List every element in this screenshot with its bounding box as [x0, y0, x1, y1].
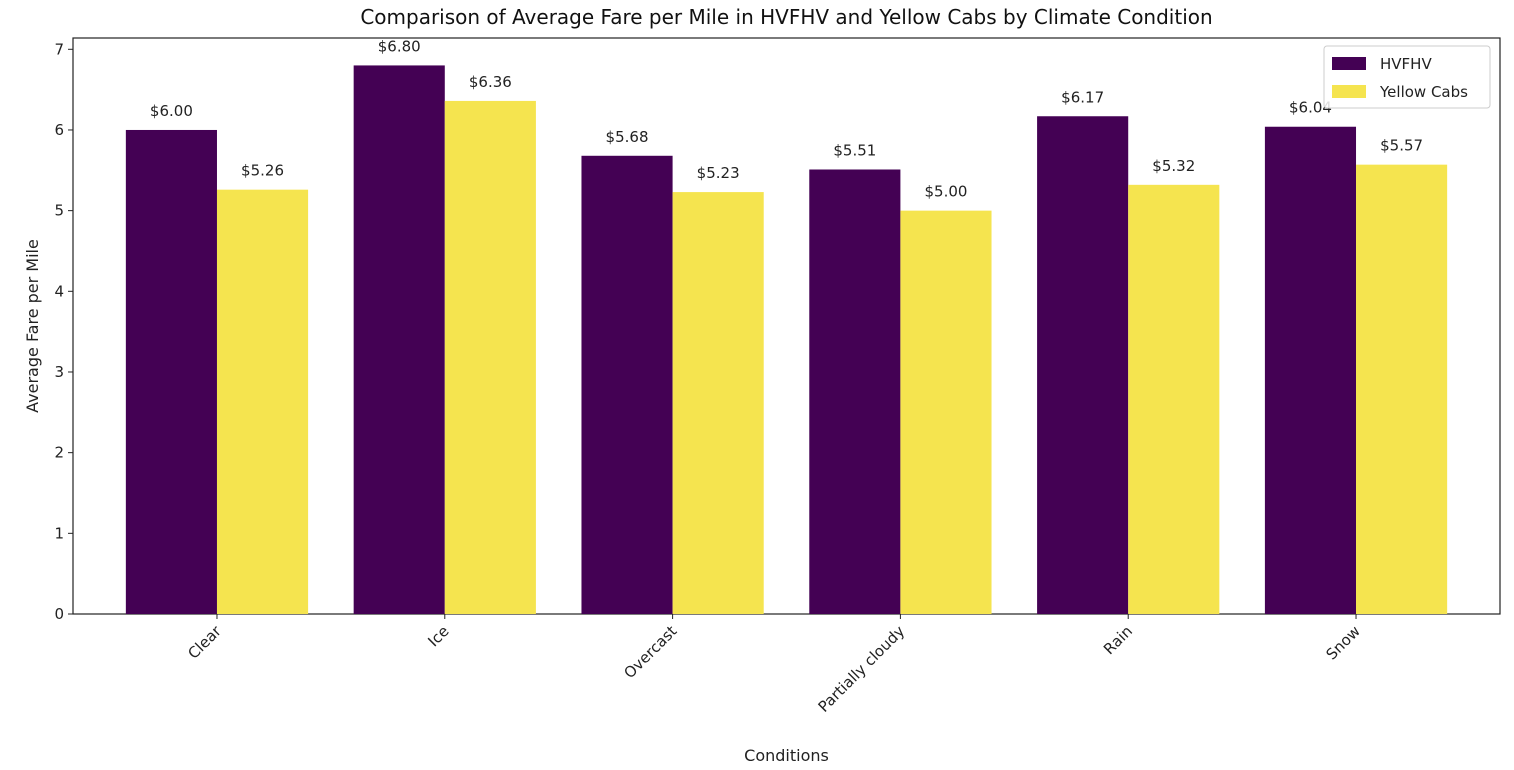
value-label-yellow-cabs-snow: $5.57	[1380, 137, 1423, 155]
bar-yellow-cabs-partially-cloudy	[900, 210, 992, 614]
bar-yellow-cabs-rain	[1128, 184, 1220, 614]
y-tick-label: 4	[54, 282, 64, 300]
x-tick-label-clear: Clear	[184, 622, 225, 663]
x-tick-label-snow: Snow	[1322, 622, 1363, 663]
legend: HVFHV Yellow Cabs	[1323, 45, 1491, 109]
value-label-yellow-cabs-clear: $5.26	[241, 162, 284, 180]
x-tick-label-overcast: Overcast	[620, 622, 680, 682]
y-axis: 0 1 2 3 4 5 6 7	[54, 40, 73, 623]
bar-hvfhv-partially-cloudy	[809, 169, 901, 615]
value-label-hvfhv-ice: $6.80	[378, 37, 421, 55]
bars-layer	[125, 65, 1448, 615]
y-tick-label: 5	[54, 202, 64, 220]
y-tick-label: 0	[54, 605, 64, 623]
bar-hvfhv-rain	[1037, 116, 1129, 614]
value-label-hvfhv-snow: $6.04	[1289, 99, 1332, 117]
value-label-hvfhv-clear: $6.00	[150, 102, 193, 120]
x-tick-label-ice: Ice	[424, 622, 452, 650]
x-axis-label: Conditions	[744, 746, 829, 765]
legend-swatch-yellow-cabs	[1332, 85, 1366, 98]
bar-hvfhv-snow	[1264, 126, 1357, 614]
x-axis: Clear Ice Overcast Partially cloudy Rain Snow	[184, 614, 1364, 716]
bar-hvfhv-overcast	[581, 155, 673, 615]
bar-yellow-cabs-clear	[216, 189, 309, 614]
bar-hvfhv-clear	[125, 129, 217, 615]
x-tick-label-partially-cloudy: Partially cloudy	[815, 622, 909, 716]
y-tick-label: 6	[54, 121, 64, 139]
value-label-yellow-cabs-rain: $5.32	[1152, 157, 1195, 175]
x-tick-label-rain: Rain	[1100, 622, 1136, 658]
y-tick-label: 2	[54, 444, 64, 462]
value-label-yellow-cabs-overcast: $5.23	[697, 164, 740, 182]
legend-swatch-hvfhv	[1332, 57, 1366, 70]
value-label-hvfhv-partially-cloudy: $5.51	[833, 141, 876, 159]
bar-hvfhv-ice	[353, 65, 445, 614]
value-label-hvfhv-overcast: $5.68	[606, 128, 649, 146]
value-label-hvfhv-rain: $6.17	[1061, 88, 1104, 106]
y-tick-label: 7	[54, 40, 64, 58]
bar-yellow-cabs-overcast	[672, 192, 764, 614]
plot-area: $6.00 $5.26 $6.80 $6.36 $5.68 $5.23 $5.51 $5.00…	[72, 37, 1501, 615]
bar-yellow-cabs-snow	[1356, 164, 1448, 614]
legend-label-hvfhv: HVFHV	[1380, 55, 1432, 73]
y-axis-label: Average Fare per Mile	[23, 239, 42, 413]
chart-title: Comparison of Average Fare per Mile in H…	[360, 5, 1212, 29]
bar-yellow-cabs-ice	[444, 100, 536, 614]
bar-value-labels: $6.00 $5.26 $6.80 $6.36 $5.68 $5.23 $5.51 $5.00…	[150, 37, 1423, 200]
y-tick-label: 1	[54, 524, 64, 542]
value-label-yellow-cabs-ice: $6.36	[469, 73, 512, 91]
value-label-yellow-cabs-partially-cloudy: $5.00	[924, 183, 967, 201]
y-tick-label: 3	[54, 363, 64, 381]
plot-frame	[72, 37, 1501, 615]
legend-label-yellow-cabs: Yellow Cabs	[1379, 83, 1468, 101]
